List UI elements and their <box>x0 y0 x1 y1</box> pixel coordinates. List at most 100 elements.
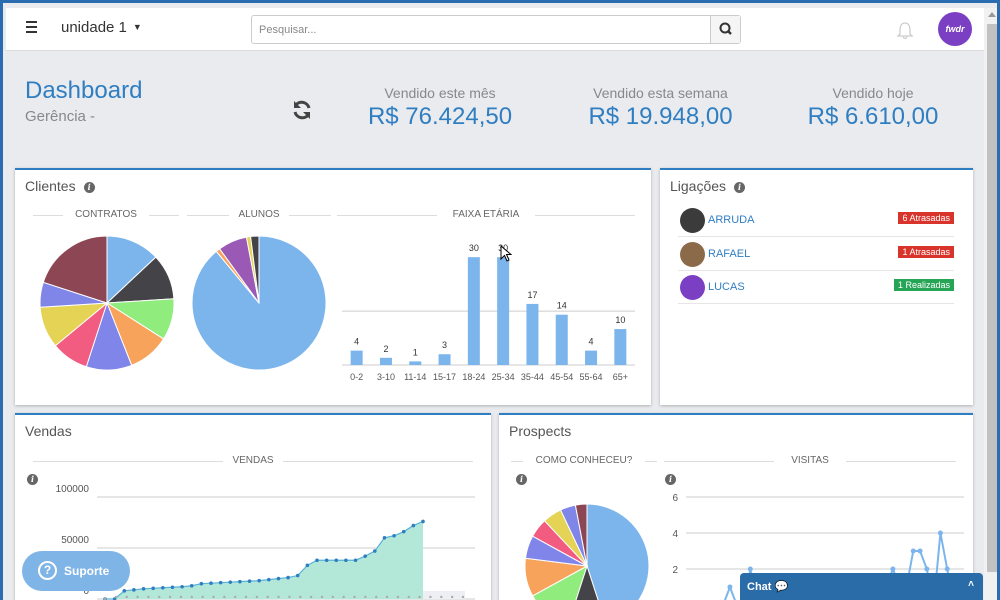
como-conheceu-slice[interactable] <box>574 503 588 567</box>
data-point[interactable] <box>199 581 204 586</box>
data-point[interactable] <box>315 558 319 563</box>
bar[interactable] <box>555 314 568 365</box>
alunos-header: ALUNOS <box>187 209 331 220</box>
scroll-thumb[interactable] <box>987 24 997 572</box>
data-point[interactable] <box>937 530 943 536</box>
search-input[interactable] <box>252 16 708 43</box>
baseline-point <box>375 595 378 599</box>
tick-label: 0-2 <box>350 372 363 382</box>
suporte-button[interactable]: ? Suporte <box>22 551 130 591</box>
bar[interactable] <box>526 303 539 365</box>
caret-down-icon: ▼ <box>132 22 142 32</box>
bar[interactable] <box>438 354 451 365</box>
data-point[interactable] <box>132 588 136 592</box>
data-point[interactable] <box>170 585 175 590</box>
chat-widget[interactable]: Chat 💬 ˄ <box>740 573 983 600</box>
data-point[interactable] <box>161 585 165 590</box>
clientes-title: Clientes i <box>25 178 95 194</box>
hamburger-menu-icon[interactable] <box>25 18 45 38</box>
data-point[interactable] <box>747 566 753 572</box>
page-scrollbar[interactable] <box>984 8 997 600</box>
call-name[interactable]: ARRUDA <box>708 214 755 226</box>
bar[interactable] <box>497 257 510 365</box>
refresh-icon[interactable] <box>291 99 313 121</box>
bar[interactable] <box>614 329 627 365</box>
info-icon[interactable]: i <box>27 474 38 485</box>
baseline-point <box>190 595 193 599</box>
data-point[interactable] <box>180 584 184 589</box>
data-point[interactable] <box>890 566 896 572</box>
tick-label: 2 <box>672 565 678 576</box>
faixa-etaria-bar-chart: 40-223-10111-14315-173018-243025-341735-… <box>342 243 635 382</box>
data-point[interactable] <box>209 581 213 585</box>
data-point[interactable] <box>295 573 300 578</box>
data-point[interactable] <box>141 587 146 591</box>
data-point[interactable] <box>363 554 367 558</box>
data-point[interactable] <box>353 558 358 563</box>
data-point[interactable] <box>917 548 923 554</box>
baseline-point <box>223 595 226 599</box>
data-point[interactable] <box>276 576 281 581</box>
search-button[interactable] <box>710 16 740 43</box>
data-point[interactable] <box>238 579 242 584</box>
data-point[interactable] <box>122 589 127 593</box>
como-conheceu-slice[interactable] <box>586 503 650 600</box>
data-point[interactable] <box>727 584 733 590</box>
call-row[interactable]: ARRUDA 6 Atrasadas <box>678 203 954 237</box>
data-point[interactable] <box>228 580 233 584</box>
baseline-point <box>353 595 356 599</box>
data-point[interactable] <box>189 583 194 588</box>
data-point[interactable] <box>421 519 425 524</box>
data-point[interactable] <box>257 578 261 583</box>
tick-label: 25-34 <box>492 372 515 382</box>
user-avatar[interactable]: fwdr <box>938 12 972 46</box>
data-point[interactable] <box>267 577 271 582</box>
call-name[interactable]: LUCAS <box>708 281 745 293</box>
unit-selector[interactable]: unidade 1 ▼ <box>61 19 142 36</box>
data-point[interactable] <box>373 549 377 553</box>
tick-label: 50000 <box>61 535 89 546</box>
contratos-slice[interactable] <box>42 235 108 304</box>
call-row[interactable]: LUCAS 1 Realizadas <box>678 270 954 304</box>
bar[interactable] <box>585 350 598 365</box>
clientes-panel: Clientes i CONTRATOS ALUNOS FAIXA ETÁRIA … <box>15 168 651 405</box>
data-point[interactable] <box>334 558 339 563</box>
data-point[interactable] <box>151 586 155 591</box>
data-point[interactable] <box>305 563 310 568</box>
bar[interactable] <box>409 361 422 365</box>
data-point[interactable] <box>910 548 916 554</box>
baseline-point <box>277 595 280 599</box>
info-icon[interactable]: i <box>665 474 676 485</box>
dashboard-heading: Dashboard Gerência - <box>25 77 142 125</box>
data-point[interactable] <box>286 575 290 580</box>
data-point[interactable] <box>401 529 406 534</box>
data-point[interactable] <box>324 558 329 563</box>
call-name[interactable]: RAFAEL <box>708 248 751 260</box>
data-point[interactable] <box>247 579 252 583</box>
stat-month-label: Vendido este mês <box>384 85 496 101</box>
data-point[interactable] <box>944 566 950 572</box>
bar[interactable] <box>379 357 392 365</box>
visitas-header: VISITAS <box>664 455 956 466</box>
data-point[interactable] <box>924 566 930 572</box>
chevron-up-icon[interactable]: ˄ <box>968 579 974 590</box>
baseline-point <box>103 597 107 600</box>
info-icon[interactable]: i <box>734 182 746 193</box>
scroll-up-arrow-icon[interactable] <box>988 12 996 17</box>
bar[interactable] <box>467 257 480 365</box>
alunos-slice[interactable] <box>250 235 260 304</box>
baseline-point <box>418 595 421 599</box>
info-icon[interactable]: i <box>83 182 95 193</box>
baseline-point <box>309 595 313 599</box>
data-point[interactable] <box>382 536 387 540</box>
contratos-slice[interactable] <box>106 235 157 305</box>
call-row[interactable]: RAFAEL 1 Atrasadas <box>678 237 954 271</box>
data-point[interactable] <box>344 558 348 563</box>
bell-icon[interactable] <box>896 21 914 41</box>
data-point[interactable] <box>392 533 396 538</box>
data-point[interactable] <box>411 523 416 528</box>
como-conheceu-slice[interactable] <box>568 564 606 600</box>
bar[interactable] <box>350 350 363 365</box>
data-point[interactable] <box>218 580 223 585</box>
info-icon[interactable]: i <box>516 474 527 485</box>
